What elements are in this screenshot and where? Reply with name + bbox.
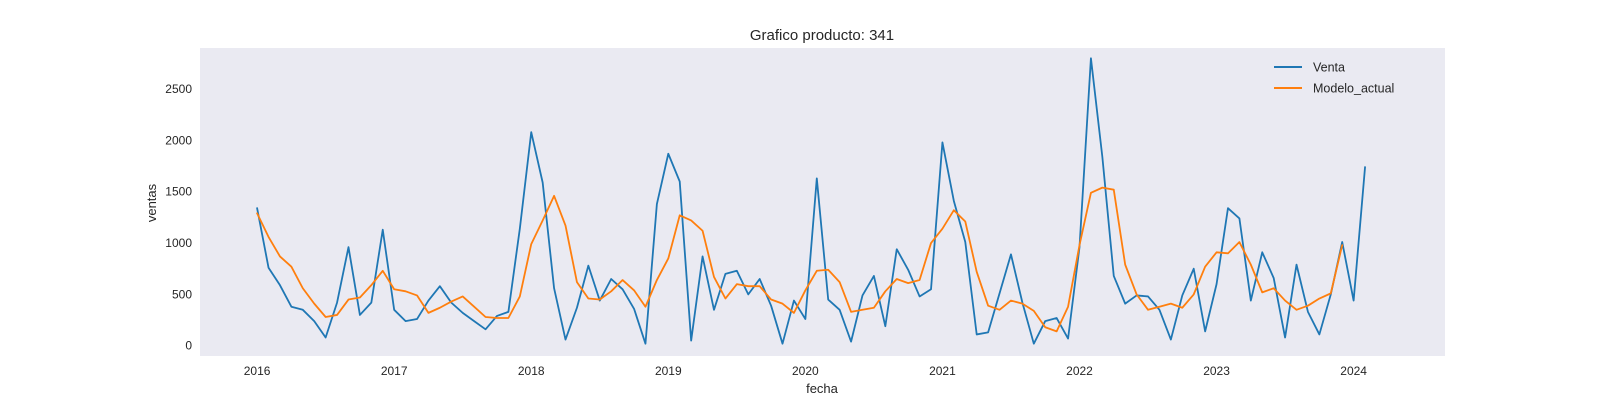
y-tick-label: 500 (172, 287, 192, 301)
x-tick-label: 2017 (381, 364, 408, 378)
legend: Venta Modelo_actual (1274, 61, 1394, 96)
x-tick-label: 2024 (1340, 364, 1367, 378)
y-tick-label: 2500 (165, 82, 192, 96)
y-axis-ticks: 0 500 1000 1500 2000 2500 (165, 82, 192, 353)
x-tick-label: 2023 (1203, 364, 1230, 378)
chart-title: Grafico producto: 341 (750, 27, 894, 44)
x-tick-label: 2018 (518, 364, 545, 378)
series-line-1 (256, 186, 1344, 333)
x-tick-label: 2016 (244, 364, 271, 378)
x-tick-label: 2019 (655, 364, 682, 378)
legend-label: Venta (1313, 61, 1345, 75)
series-lines (256, 57, 1366, 345)
y-tick-label: 1500 (165, 185, 192, 199)
x-axis-label: fecha (806, 381, 839, 396)
legend-label: Modelo_actual (1313, 82, 1394, 96)
y-tick-label: 2000 (165, 133, 192, 147)
y-axis-label: ventas (144, 183, 159, 222)
x-tick-label: 2022 (1066, 364, 1093, 378)
y-tick-label: 1000 (165, 236, 192, 250)
y-tick-label: 0 (185, 339, 192, 353)
x-tick-label: 2020 (792, 364, 819, 378)
x-tick-label: 2021 (929, 364, 956, 378)
plot-area (200, 48, 1445, 356)
series-line-0 (256, 57, 1366, 345)
x-axis-ticks: 2016 2017 2018 2019 2020 2021 2022 2023 2024 (244, 364, 1368, 378)
